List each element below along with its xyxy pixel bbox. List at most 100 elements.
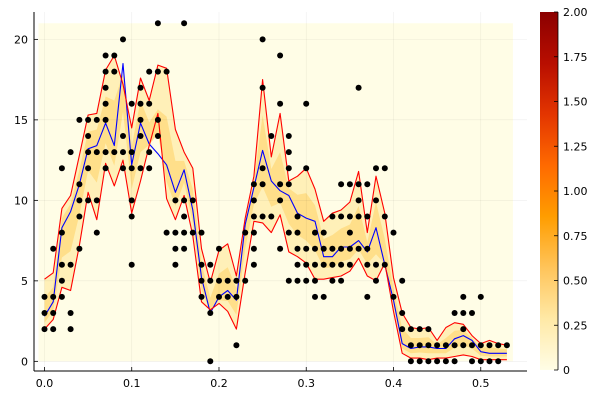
data-point — [303, 261, 310, 268]
data-point — [373, 165, 379, 172]
data-point — [76, 213, 83, 220]
data-point — [172, 229, 179, 236]
data-point — [338, 181, 345, 188]
data-point — [250, 213, 257, 220]
data-point — [67, 326, 74, 333]
data-point — [277, 181, 284, 188]
data-point — [172, 261, 179, 268]
data-point — [85, 165, 92, 172]
data-point — [338, 277, 345, 284]
data-point — [390, 229, 397, 236]
data-point — [120, 36, 126, 43]
data-point — [425, 342, 432, 349]
data-point — [163, 68, 170, 75]
data-point — [399, 277, 406, 284]
data-point — [128, 149, 135, 156]
x-tick-label: 0.3 — [297, 377, 315, 390]
y-tick-label: 5 — [21, 275, 28, 288]
data-point — [93, 116, 100, 123]
data-point — [181, 229, 188, 236]
data-point — [259, 36, 266, 43]
data-point — [58, 293, 65, 300]
data-point — [111, 149, 118, 156]
data-point — [198, 293, 205, 300]
data-point — [172, 245, 179, 252]
data-point — [312, 277, 318, 284]
data-point — [50, 293, 57, 300]
data-point — [137, 100, 144, 107]
data-point — [181, 213, 188, 220]
data-point — [355, 197, 362, 204]
data-point — [416, 326, 423, 333]
data-point — [399, 326, 406, 333]
data-point — [111, 52, 118, 59]
data-point — [381, 213, 388, 220]
y-tick-label: 20 — [14, 33, 28, 46]
data-point — [67, 261, 74, 268]
data-point — [312, 293, 318, 300]
data-point — [146, 165, 153, 172]
data-point — [50, 310, 57, 316]
data-point — [137, 84, 144, 91]
data-point — [233, 293, 240, 300]
data-point — [425, 326, 432, 333]
data-point — [469, 358, 475, 365]
data-point — [67, 310, 74, 316]
data-point — [303, 277, 310, 284]
data-point — [277, 197, 284, 204]
data-point — [338, 213, 345, 220]
data-point — [486, 342, 493, 349]
inner-band — [44, 74, 507, 357]
data-point — [486, 358, 493, 365]
x-tick-label: 0.0 — [36, 377, 54, 390]
data-point — [58, 261, 65, 268]
data-point — [303, 100, 310, 107]
data-point — [312, 245, 318, 252]
data-point — [76, 116, 83, 123]
data-point — [277, 245, 284, 252]
data-point — [41, 326, 48, 333]
data-point — [346, 181, 353, 188]
data-point — [303, 165, 310, 172]
data-point — [120, 133, 126, 139]
data-point — [294, 213, 301, 220]
data-point — [373, 261, 379, 268]
data-point — [285, 181, 292, 188]
y-tick-label: 15 — [14, 114, 28, 127]
colorbar-tick-label: 2.00 — [563, 6, 588, 19]
data-point — [407, 326, 414, 333]
data-point — [381, 165, 388, 172]
data-point — [390, 293, 397, 300]
data-point — [434, 342, 441, 349]
data-point — [102, 84, 109, 91]
x-tick-label: 0.2 — [210, 377, 228, 390]
data-point — [259, 213, 266, 220]
data-point — [285, 229, 292, 236]
data-point — [102, 116, 109, 123]
data-point — [128, 165, 135, 172]
data-point — [250, 197, 257, 204]
data-point — [242, 277, 249, 284]
data-point — [76, 181, 83, 188]
data-point — [469, 310, 475, 316]
data-point — [320, 229, 327, 236]
data-points — [41, 20, 510, 365]
data-point — [259, 165, 266, 172]
data-point — [102, 100, 109, 107]
data-point — [451, 342, 458, 349]
data-point — [320, 293, 327, 300]
data-point — [451, 358, 458, 365]
data-point — [285, 277, 292, 284]
data-point — [216, 245, 222, 252]
data-point — [242, 229, 249, 236]
data-point — [85, 149, 92, 156]
data-point — [137, 116, 144, 123]
data-point — [320, 261, 327, 268]
data-point — [303, 245, 310, 252]
data-point — [85, 197, 92, 204]
data-point — [329, 245, 336, 252]
data-point — [346, 245, 353, 252]
data-point — [338, 245, 345, 252]
colorbar-gradient — [540, 12, 558, 370]
